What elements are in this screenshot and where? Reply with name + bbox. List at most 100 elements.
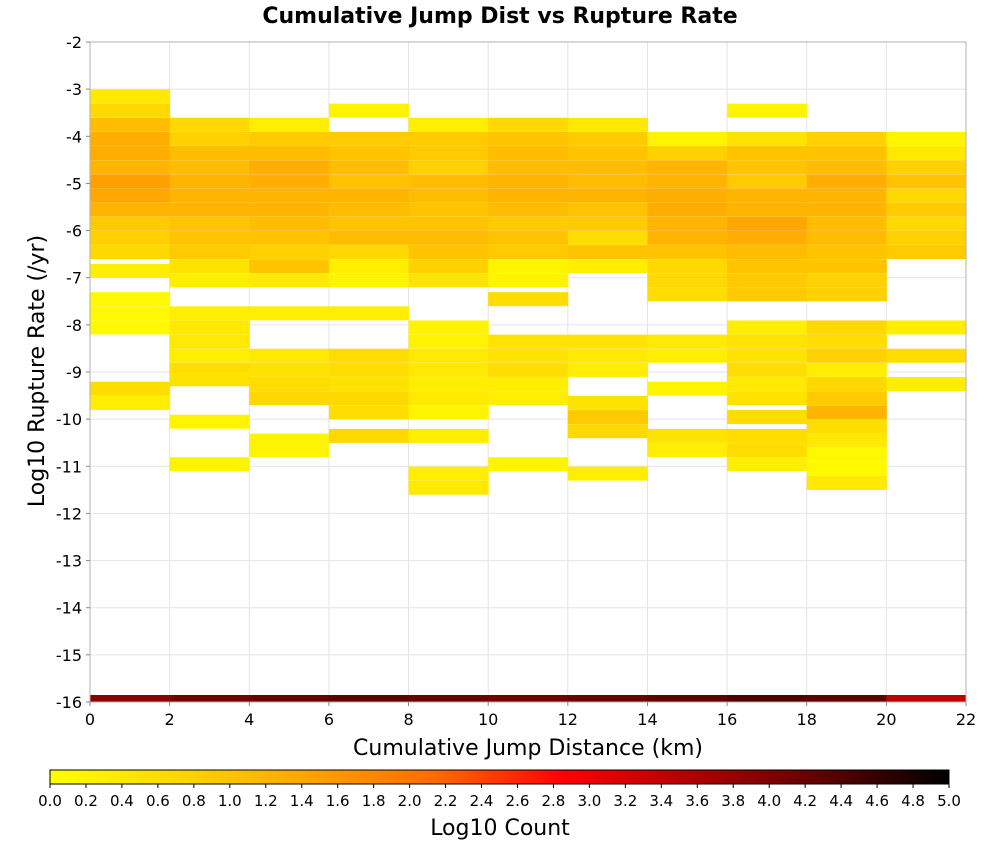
colorbar-tick-label: 0.6 (146, 792, 170, 810)
heatmap-cell (806, 259, 887, 274)
heatmap-cell (90, 216, 171, 231)
colorbar-tick-label: 2.6 (506, 792, 530, 810)
heatmap-cell (727, 443, 808, 458)
heatmap-cell (886, 230, 967, 245)
heatmap-cell (488, 348, 569, 363)
heatmap-cell (249, 160, 330, 175)
heatmap-cell (328, 202, 410, 217)
y-tick-label: -5 (66, 174, 82, 193)
colorbar-tick-label: 0.4 (110, 792, 134, 810)
heatmap-cell (806, 405, 887, 420)
heatmap-cell (249, 230, 330, 245)
heatmap-cell (408, 160, 489, 175)
heatmap-cell (408, 230, 489, 245)
heatmap-cell (249, 443, 330, 458)
heatmap-cell (408, 320, 489, 335)
heatmap-cell (727, 377, 808, 392)
heatmap-cell (169, 188, 250, 203)
heatmap-cell (488, 146, 569, 161)
heatmap-cell (567, 174, 648, 189)
y-tick-label: -10 (56, 410, 82, 429)
chart-title: Cumulative Jump Dist vs Rupture Rate (262, 4, 737, 29)
colorbar-tick-label: 5.0 (937, 792, 961, 810)
heatmap-cell (488, 245, 569, 260)
heatmap-cell (90, 160, 171, 175)
heatmap-cell (647, 131, 728, 146)
heatmap-cell (567, 146, 648, 161)
x-tick-label: 14 (637, 710, 657, 729)
heatmap-cell (886, 320, 967, 335)
heatmap-cell (647, 230, 728, 245)
heatmap-cell (567, 188, 648, 203)
heatmap-cell (408, 273, 489, 288)
colorbar-tick-label: 2.0 (398, 792, 422, 810)
heatmap-cell (169, 414, 250, 429)
heatmap-cell (647, 334, 728, 349)
heatmap-cell (408, 259, 489, 274)
heatmap-cell (249, 131, 330, 146)
heatmap-cell (328, 103, 410, 118)
heatmap-cell (727, 348, 808, 363)
heatmap-cell (408, 174, 489, 189)
heatmap-cell (169, 259, 250, 274)
heatmap-cell (567, 348, 648, 363)
colorbar-tick-label: 3.6 (685, 792, 709, 810)
heatmap-cell (249, 377, 330, 392)
heatmap-cell (408, 146, 489, 161)
colorbar-tick-label: 1.2 (254, 792, 278, 810)
heatmap-cell (886, 348, 967, 363)
heatmap-cell (408, 117, 489, 132)
colorbar-tick-label: 4.0 (757, 792, 781, 810)
heatmap-cell (806, 131, 887, 146)
x-tick-label: 10 (478, 710, 498, 729)
colorbar-tick-label: 1.8 (362, 792, 386, 810)
heatmap-cell (806, 273, 887, 288)
y-tick-label: -12 (56, 504, 82, 523)
heatmap-cell (408, 245, 489, 260)
colorbar-tick-label: 4.6 (865, 792, 889, 810)
heatmap-cell (249, 362, 330, 377)
heatmap-cell (647, 273, 728, 288)
heatmap-cell (806, 334, 887, 349)
heatmap-cell (249, 216, 330, 231)
heatmap-cell (727, 160, 808, 175)
heatmap-cell (90, 320, 171, 335)
heatmap-cell (328, 160, 410, 175)
x-tick-label: 16 (717, 710, 737, 729)
heatmap-cell (567, 131, 648, 146)
colorbar-tick-label: 1.6 (326, 792, 350, 810)
heatmap-cell (647, 259, 728, 274)
heatmap-cell (727, 245, 808, 260)
heatmap-cell-bottom (647, 695, 728, 702)
heatmap-cell (806, 160, 887, 175)
y-tick-label: -13 (56, 552, 82, 571)
heatmap-cell (408, 202, 489, 217)
heatmap-cell (806, 391, 887, 406)
heatmap-cell (806, 146, 887, 161)
heatmap-cell (488, 131, 569, 146)
heatmap-cell (169, 457, 250, 472)
y-tick-label: -9 (66, 363, 82, 382)
heatmap-cell-bottom (169, 695, 250, 702)
heatmap-cell (647, 188, 728, 203)
heatmap-cell (408, 334, 489, 349)
heatmap-cell (90, 89, 171, 104)
heatmap-cell (488, 334, 569, 349)
heatmap-cell (249, 259, 330, 274)
heatmap-cell-bottom (488, 695, 569, 702)
heatmap-cell (328, 348, 410, 363)
y-tick-label: -11 (56, 457, 82, 476)
x-tick-label: 4 (244, 710, 254, 729)
heatmap-cell-bottom (806, 695, 887, 702)
heatmap-cell (328, 174, 410, 189)
heatmap-cell (169, 202, 250, 217)
heatmap-cell (488, 216, 569, 231)
heatmap-cell (328, 146, 410, 161)
heatmap-cell (328, 362, 410, 377)
heatmap-cell (408, 480, 489, 495)
x-tick-label: 12 (558, 710, 578, 729)
heatmap-cell (488, 377, 569, 392)
heatmap-cell (727, 174, 808, 189)
colorbar-tick-label: 3.0 (577, 792, 601, 810)
colorbar-tick-label: 1.0 (218, 792, 242, 810)
